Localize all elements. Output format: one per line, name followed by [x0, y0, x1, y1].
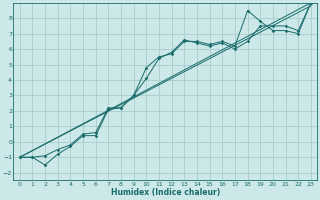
X-axis label: Humidex (Indice chaleur): Humidex (Indice chaleur)	[111, 188, 220, 197]
